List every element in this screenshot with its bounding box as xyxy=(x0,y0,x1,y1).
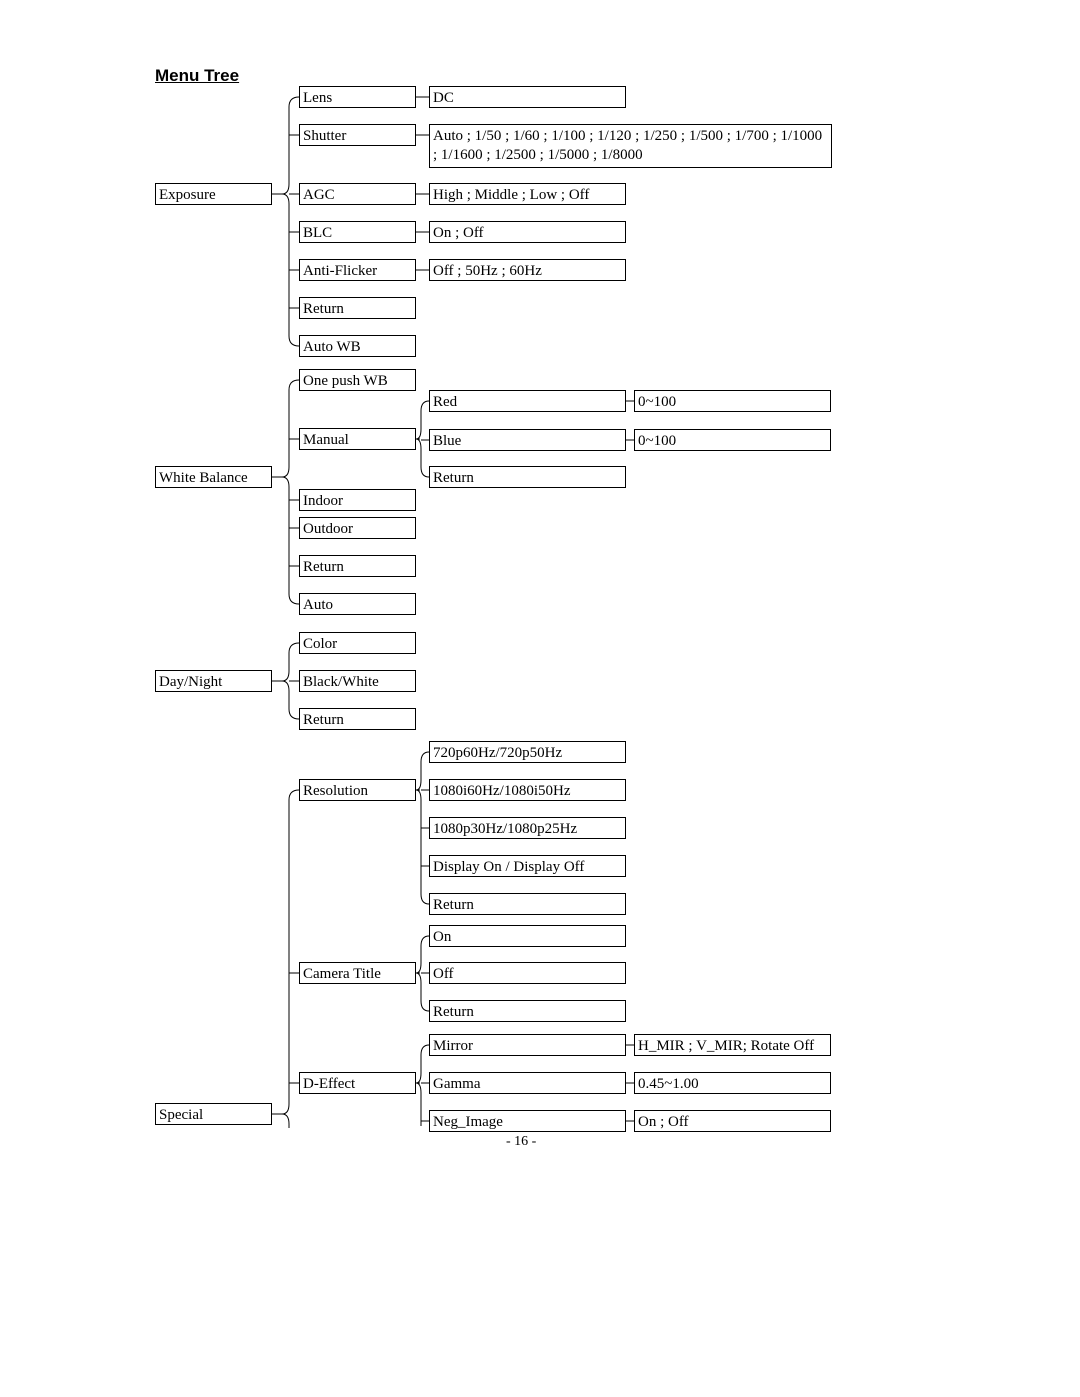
node-white-balance: White Balance xyxy=(155,466,272,488)
value-res-720: 720p60Hz/720p50Hz xyxy=(429,741,626,763)
page-number: - 16 - xyxy=(506,1134,536,1150)
node-indoor: Indoor xyxy=(299,489,416,511)
node-mirror: Mirror xyxy=(429,1034,626,1056)
node-manual-return: Return xyxy=(429,466,626,488)
value-shutter: Auto ; 1/50 ; 1/60 ; 1/100 ; 1/120 ; 1/2… xyxy=(429,124,832,168)
value-res-display: Display On / Display Off xyxy=(429,855,626,877)
node-gamma: Gamma xyxy=(429,1072,626,1094)
value-blc: On ; Off xyxy=(429,221,626,243)
node-blue: Blue xyxy=(429,429,626,451)
node-neg-image: Neg_Image xyxy=(429,1110,626,1132)
value-ct-off: Off xyxy=(429,962,626,984)
node-resolution: Resolution xyxy=(299,779,416,801)
value-mirror: H_MIR ; V_MIR; Rotate Off xyxy=(634,1034,831,1056)
node-dn-return: Return xyxy=(299,708,416,730)
node-one-push-wb: One push WB xyxy=(299,369,416,391)
value-blue-range: 0~100 xyxy=(634,429,831,451)
node-lens: Lens xyxy=(299,86,416,108)
node-day-night: Day/Night xyxy=(155,670,272,692)
value-agc: High ; Middle ; Low ; Off xyxy=(429,183,626,205)
node-red: Red xyxy=(429,390,626,412)
node-d-effect: D-Effect xyxy=(299,1072,416,1094)
value-res-1080i: 1080i60Hz/1080i50Hz xyxy=(429,779,626,801)
value-red-range: 0~100 xyxy=(634,390,831,412)
node-special: Special xyxy=(155,1103,272,1125)
value-ct-on: On xyxy=(429,925,626,947)
node-wb-return: Return xyxy=(299,555,416,577)
node-camera-title: Camera Title xyxy=(299,962,416,984)
node-exposure: Exposure xyxy=(155,183,272,205)
tree-connectors xyxy=(0,0,1080,1397)
node-manual: Manual xyxy=(299,428,416,450)
node-shutter: Shutter xyxy=(299,124,416,146)
value-dc: DC xyxy=(429,86,626,108)
value-res-1080p: 1080p30Hz/1080p25Hz xyxy=(429,817,626,839)
node-auto-wb: Auto WB xyxy=(299,335,416,357)
node-res-return: Return xyxy=(429,893,626,915)
node-exposure-return: Return xyxy=(299,297,416,319)
node-black-white: Black/White xyxy=(299,670,416,692)
value-gamma: 0.45~1.00 xyxy=(634,1072,831,1094)
page-title: Menu Tree xyxy=(155,66,239,86)
node-color: Color xyxy=(299,632,416,654)
node-agc: AGC xyxy=(299,183,416,205)
node-wb-auto: Auto xyxy=(299,593,416,615)
node-anti-flicker: Anti-Flicker xyxy=(299,259,416,281)
menu-tree-diagram: Menu Tree xyxy=(0,0,1080,1397)
value-neg-image: On ; Off xyxy=(634,1110,831,1132)
node-ct-return: Return xyxy=(429,1000,626,1022)
value-anti-flicker: Off ; 50Hz ; 60Hz xyxy=(429,259,626,281)
node-blc: BLC xyxy=(299,221,416,243)
node-outdoor: Outdoor xyxy=(299,517,416,539)
